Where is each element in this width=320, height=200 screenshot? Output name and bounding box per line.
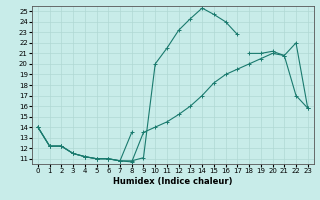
X-axis label: Humidex (Indice chaleur): Humidex (Indice chaleur) xyxy=(113,177,233,186)
